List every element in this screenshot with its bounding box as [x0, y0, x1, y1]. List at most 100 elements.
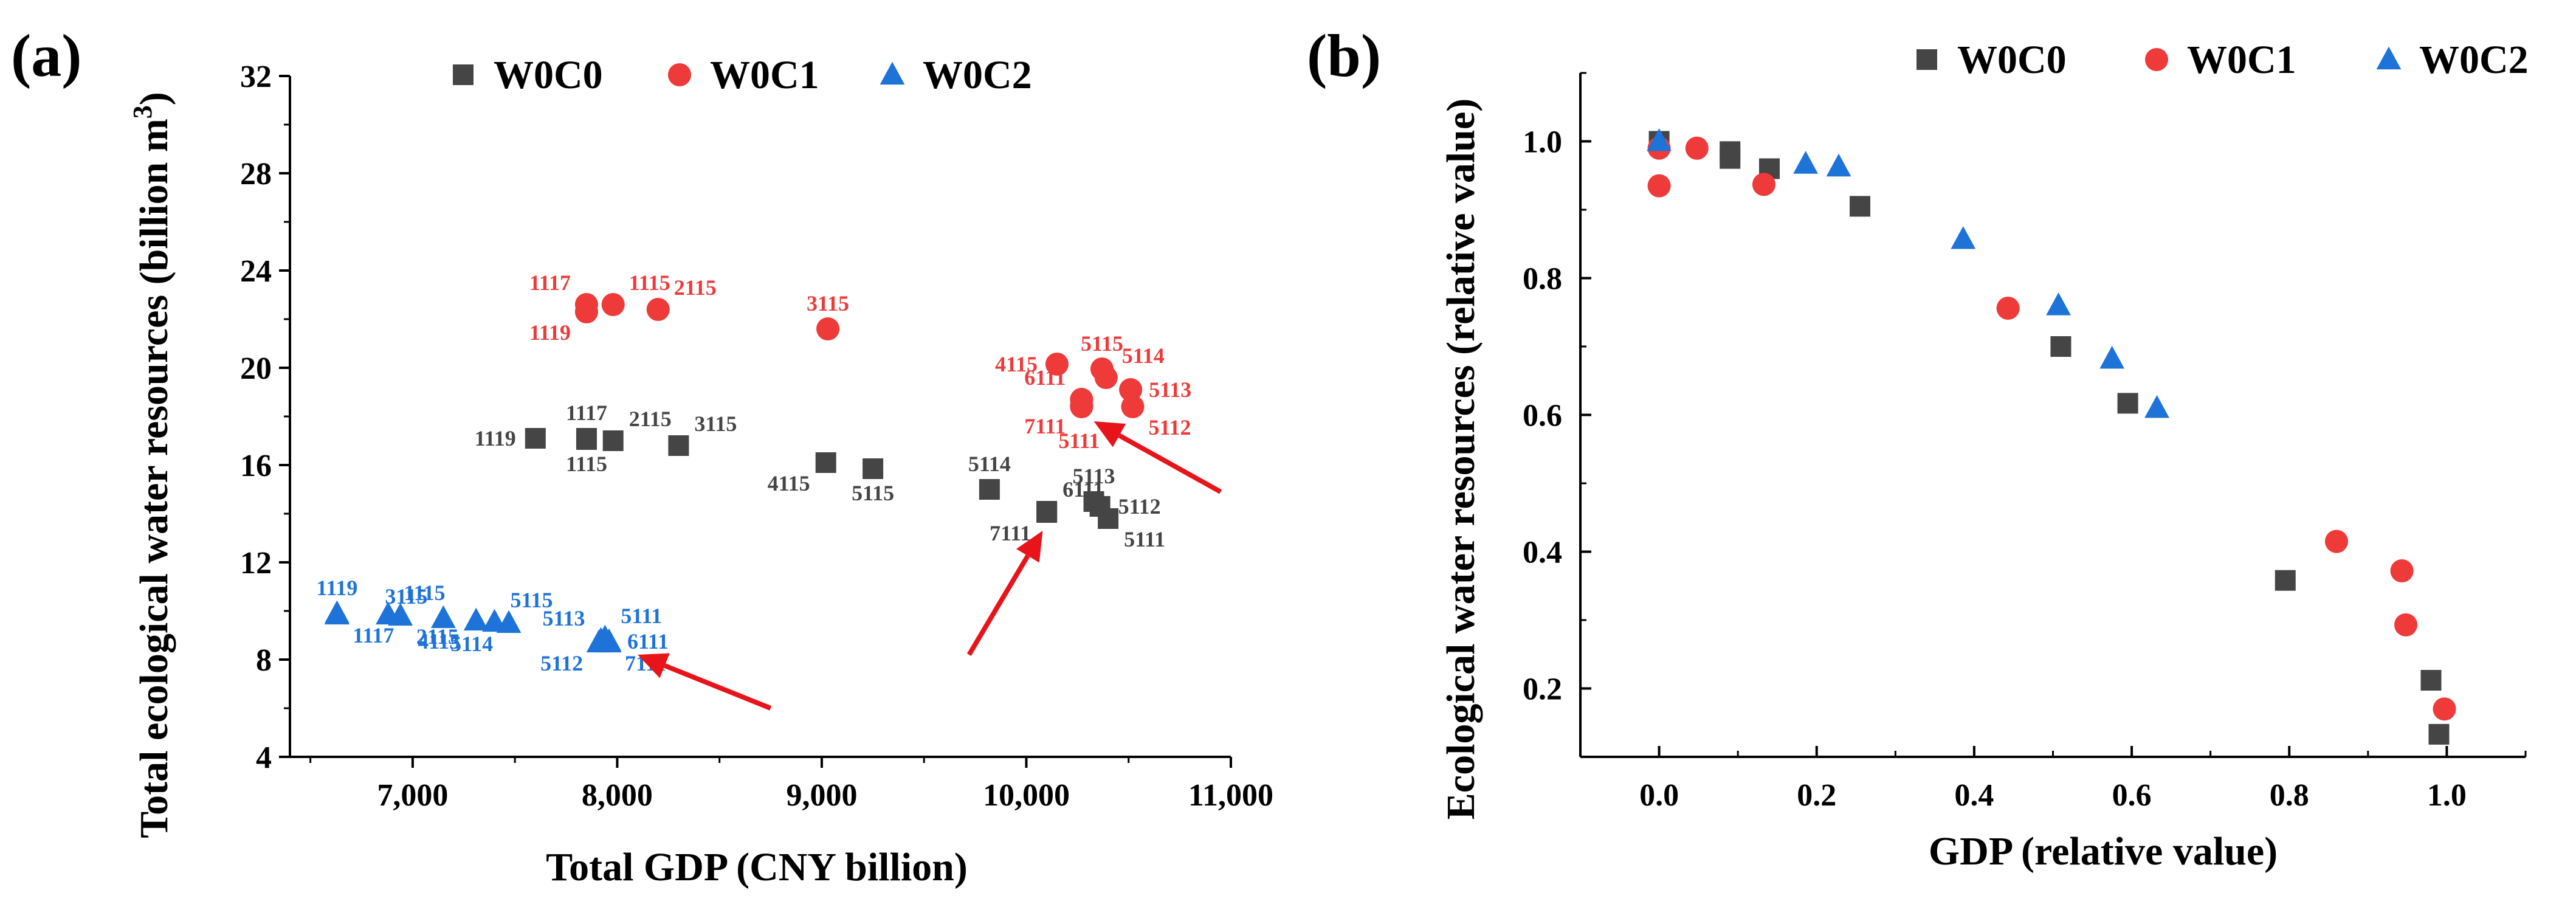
w0c1-point — [1752, 173, 1775, 196]
w0c0-legend-label: W0C0 — [1957, 38, 2067, 82]
panel-b-ticks: 0.0 0.2 0.4 0.6 0.8 1.0 0.2 0.4 0.6 0.8 1.0 — [1523, 72, 2527, 813]
w0c0-point — [2050, 336, 2071, 357]
panel-a-y-axis-label-close: ) — [132, 92, 176, 105]
w0c0-point — [1850, 196, 1871, 217]
point-label: 3115 — [807, 291, 849, 316]
w0c2-legend-marker — [880, 61, 905, 85]
point-label: 3115 — [694, 412, 737, 436]
panel-a-label: (a) — [11, 22, 82, 89]
point-label: 4115 — [768, 471, 810, 495]
y-tick-label: 0.4 — [1523, 536, 1562, 570]
w0c1-legend-marker — [667, 63, 692, 87]
w0c0-point — [2117, 393, 2138, 414]
point-label: 5112 — [1148, 415, 1191, 440]
point-label: 5114 — [968, 452, 1011, 476]
point-label: 5112 — [540, 651, 583, 675]
w0c2-point — [2046, 292, 2071, 316]
x-tick-label: 0.8 — [2270, 778, 2309, 813]
w0c0-point — [525, 428, 546, 449]
panel-b-marks — [1647, 128, 2456, 745]
panel-a-legend: W0C0 W0C1 W0C2 — [453, 53, 1032, 97]
w0c2-point — [1793, 151, 1819, 174]
w0c0-point — [602, 430, 624, 451]
w0c1-point — [646, 297, 670, 322]
point-label: 1115 — [404, 581, 446, 605]
w0c1-point — [816, 317, 840, 341]
panel-b-y-axis-label: Ecological water resources (relative val… — [1439, 98, 1483, 819]
w0c1-point — [2390, 559, 2414, 583]
panel-a-marks — [325, 292, 1145, 653]
point-label: 3115 — [385, 584, 427, 609]
point-label: 1115 — [629, 271, 670, 295]
w0c0-point — [1720, 148, 1741, 169]
y-tick-label: 0.6 — [1523, 399, 1562, 433]
panel-a: (a) 7,000 8,000 9,000 10,000 11,000 4 8 12 16 20 2… — [11, 22, 1273, 889]
point-label: 4115 — [418, 629, 460, 654]
w0c2-point — [496, 610, 522, 633]
point-label: 5113 — [1149, 378, 1191, 402]
red-arrow-shaft — [1118, 433, 1222, 494]
w0c1-point — [2394, 613, 2418, 636]
point-label: 1119 — [475, 426, 516, 450]
point-label: 1119 — [316, 576, 357, 600]
w0c1-point — [1070, 395, 1093, 419]
point-label: 2115 — [416, 624, 459, 649]
y-tick-label: 24 — [240, 254, 272, 289]
w0c2-legend-label: W0C2 — [2419, 38, 2529, 82]
x-tick-label: 10,000 — [983, 778, 1070, 813]
w0c0-point — [668, 435, 689, 456]
x-tick-label: 0.2 — [1797, 778, 1836, 813]
point-label: 5112 — [1118, 494, 1161, 519]
w0c0-point — [2428, 723, 2450, 745]
w0c1-point — [1996, 296, 2020, 320]
panel-b: (b) 0.0 0.2 0.4 0.6 0.8 1.0 0.2 0.4 0.6 0.8 1.0 W0… — [1307, 22, 2529, 874]
point-label: 4115 — [995, 352, 1038, 376]
panel-a-x-axis-label: Total GDP (CNY billion) — [546, 845, 968, 889]
panel-a-y-axis-label-main: Total ecological water resources (billio… — [132, 119, 176, 838]
y-tick-label: 32 — [240, 60, 272, 94]
y-tick-label: 0.8 — [1523, 262, 1562, 297]
point-label: 5111 — [621, 604, 662, 628]
panel-b-legend: W0C0 W0C1 W0C2 — [1917, 38, 2529, 82]
panel-a-y-axis-label: Total ecological water resources (billio… — [128, 92, 176, 838]
y-tick-label: 1.0 — [1523, 125, 1562, 160]
point-label: 1115 — [566, 452, 607, 476]
w0c0-legend-label: W0C0 — [494, 53, 603, 97]
panel-b-x-axis-label: GDP (relative value) — [1929, 829, 2278, 874]
w0c0-point — [1036, 502, 1058, 523]
w0c0-point — [979, 479, 1000, 500]
w0c0-point — [863, 458, 884, 479]
point-label: 2115 — [674, 275, 717, 300]
point-label: 6111 — [627, 629, 669, 654]
w0c2-point — [1951, 226, 1976, 249]
point-label: 1117 — [353, 623, 394, 647]
y-tick-label: 16 — [240, 449, 272, 483]
w0c1-legend-marker — [2144, 47, 2169, 72]
w0c0-point — [1098, 508, 1119, 529]
x-tick-label: 1.0 — [2427, 778, 2467, 813]
w0c0-point — [2275, 570, 2296, 591]
point-label: 6111 — [1062, 477, 1104, 502]
w0c1-point — [574, 300, 598, 324]
panel-a-ticks: 7,000 8,000 9,000 10,000 11,000 4 8 12 16 20 24 28 3… — [240, 60, 1273, 813]
w0c0-legend-marker — [1917, 49, 1937, 70]
point-label: 5115 — [511, 588, 553, 612]
w0c2-point — [2144, 395, 2169, 418]
w0c1-point — [1685, 136, 1709, 160]
w0c2-point — [463, 607, 489, 631]
point-label: 7111 — [990, 521, 1031, 545]
point-label: 5111 — [1124, 527, 1165, 551]
point-label: 5113 — [542, 606, 585, 630]
w0c2-point — [596, 629, 622, 653]
w0c2-legend-marker — [2376, 46, 2402, 70]
w0c2-point — [1826, 153, 1851, 177]
y-tick-label: 0.2 — [1523, 672, 1562, 707]
point-label: 2115 — [629, 407, 672, 431]
w0c0-point — [815, 452, 836, 473]
w0c1-point — [1094, 365, 1118, 390]
w0c0-legend-marker — [453, 64, 474, 85]
y-tick-label: 12 — [240, 546, 272, 581]
point-label: 5115 — [852, 481, 894, 505]
w0c2-point — [430, 605, 456, 629]
